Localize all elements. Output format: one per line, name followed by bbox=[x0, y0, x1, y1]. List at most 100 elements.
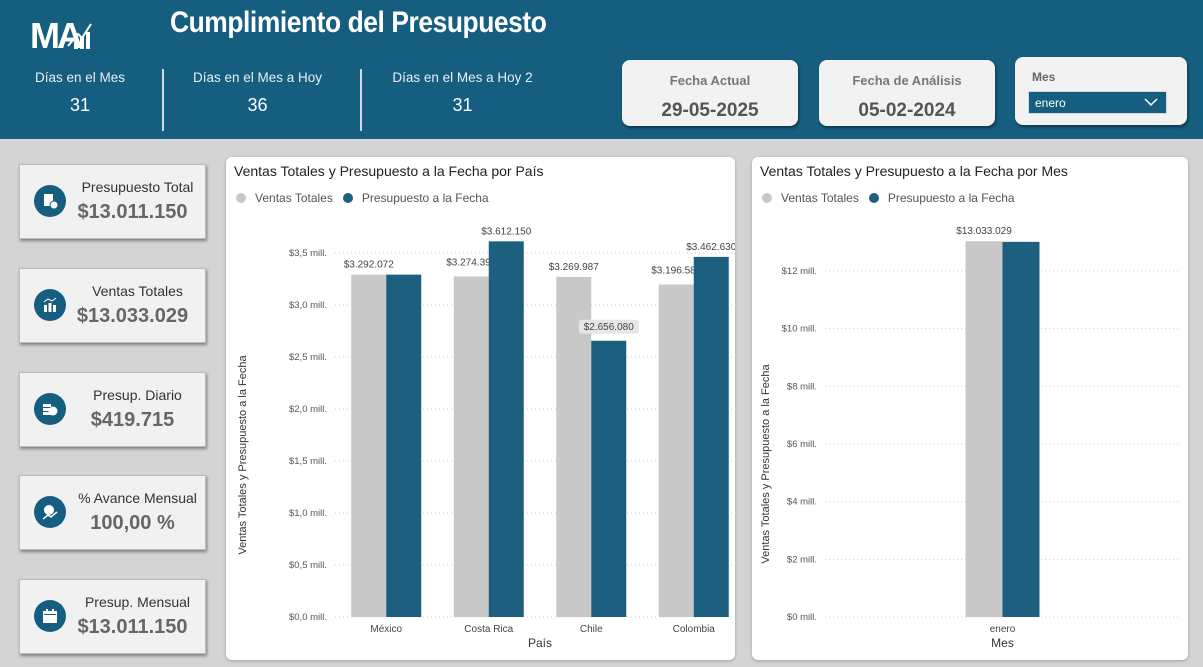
y-tick-label: $3,0 mill. bbox=[289, 300, 327, 311]
header: MA Cumplimiento del Presupuesto Días en … bbox=[0, 0, 1203, 139]
kpi-label: Ventas Totales bbox=[92, 283, 183, 299]
data-label: $3.462.630 bbox=[686, 242, 735, 253]
y-tick-label: $0 mill. bbox=[787, 612, 817, 623]
stat-value: 31 bbox=[69, 95, 91, 115]
legend-label: Ventas Totales bbox=[255, 191, 333, 205]
y-axis-title: Ventas Totales y Presupuesto a la Fecha bbox=[237, 355, 249, 555]
bar-chart-pais: $0,0 mill. $0,5 mill. $1,0 mill. $1,5 mill.… bbox=[237, 226, 735, 650]
stat-label: Días en el Mes bbox=[34, 70, 126, 85]
chart-title: Ventas Totales y Presupuesto a la Fecha … bbox=[760, 163, 1068, 179]
bar-chart-mes: $0 mill. $2 mill. $4 mill. $6 mill. $8 mill.… bbox=[760, 226, 1180, 650]
stat-label: Días en el Mes a Hoy bbox=[192, 70, 323, 85]
page-title: Cumplimiento del Presupuesto bbox=[170, 6, 547, 39]
x-tick-label: Chile bbox=[580, 624, 603, 635]
y-tick-label: $3,5 mill. bbox=[289, 248, 327, 259]
kpi-label: Presup. Mensual bbox=[84, 594, 191, 610]
stat-dias-hoy-2: Días en el Mes a Hoy 2 31 bbox=[375, 70, 550, 116]
data-label: $13.033.029 bbox=[956, 226, 1012, 237]
y-axis-title: Ventas Totales y Presupuesto a la Fecha bbox=[760, 364, 772, 564]
chart-legend: Ventas Totales Presupuesto a la Fecha bbox=[762, 191, 1015, 205]
x-axis-title: País bbox=[528, 636, 552, 650]
chart-legend: Ventas Totales Presupuesto a la Fecha bbox=[236, 191, 489, 205]
bar-presupuesto bbox=[591, 340, 627, 617]
data-label: $3.269.987 bbox=[549, 262, 599, 273]
bar-presupuesto bbox=[1002, 241, 1040, 617]
fecha-actual-card: Fecha Actual 29-05-2025 bbox=[622, 60, 798, 126]
y-tick-label: $1,5 mill. bbox=[289, 456, 327, 467]
bar-chart-icon bbox=[34, 289, 66, 321]
legend-label: Presupuesto a la Fecha bbox=[887, 191, 1015, 205]
x-tick-label: enero bbox=[990, 624, 1016, 635]
legend-dot-presupuesto bbox=[342, 193, 353, 203]
calculator-money-icon bbox=[34, 185, 66, 217]
data-label: $3.612.150 bbox=[481, 226, 531, 237]
y-tick-label: $12 mill. bbox=[782, 266, 817, 277]
stat-label: Días en el Mes a Hoy 2 bbox=[392, 70, 533, 85]
legend-dot-presupuesto bbox=[868, 193, 879, 203]
divider bbox=[162, 69, 164, 131]
x-tick-label: Colombia bbox=[673, 624, 716, 635]
legend-dot-ventas bbox=[762, 193, 772, 203]
kpi-presup-diario: Presup. Diario $419.715 bbox=[19, 372, 206, 447]
kpi-presupuesto-total: Presupuesto Total $13.011.150 bbox=[19, 164, 206, 239]
data-label: $2.656.080 bbox=[584, 322, 634, 333]
kpi-value: 100,00 % bbox=[90, 512, 175, 534]
legend-dot-ventas bbox=[236, 193, 246, 203]
fecha-analisis-card: Fecha de Análisis 05-02-2024 bbox=[819, 60, 995, 126]
bar-ventas bbox=[658, 284, 694, 617]
stat-dias-hoy: Días en el Mes a Hoy 36 bbox=[180, 70, 335, 116]
divider bbox=[360, 69, 362, 131]
x-tick-label: Costa Rica bbox=[464, 624, 513, 635]
y-tick-label: $2,5 mill. bbox=[289, 352, 327, 363]
kpi-label: Presupuesto Total bbox=[81, 179, 194, 195]
bar-presupuesto bbox=[386, 274, 422, 617]
data-label: $3.292.072 bbox=[344, 260, 394, 271]
legend-label: Ventas Totales bbox=[781, 191, 859, 205]
kpi-label: Presup. Diario bbox=[93, 387, 182, 403]
y-tick-label: $8 mill. bbox=[787, 381, 817, 392]
x-axis-title: Mes bbox=[991, 636, 1014, 650]
kpi-value: $13.011.150 bbox=[77, 616, 188, 638]
fecha-analisis-label: Fecha de Análisis bbox=[852, 73, 962, 88]
data-label: $3.274.391 bbox=[446, 257, 496, 268]
y-tick-label: $6 mill. bbox=[787, 439, 817, 450]
kpi-avance-mensual: % Avance Mensual 100,00 % bbox=[19, 475, 206, 550]
kpi-presup-mensual: Presup. Mensual $13.011.150 bbox=[19, 579, 206, 654]
bar-presupuesto bbox=[693, 256, 729, 617]
kpi-label: % Avance Mensual bbox=[78, 490, 197, 506]
kpi-value: $13.033.029 bbox=[76, 305, 189, 327]
coins-icon bbox=[34, 393, 66, 425]
mes-slicer: Mes enero bbox=[1015, 57, 1187, 125]
chevron-down-icon bbox=[1144, 98, 1158, 107]
calendar-icon bbox=[34, 600, 66, 632]
y-tick-label: $2 mill. bbox=[787, 554, 817, 565]
y-tick-label: $2,0 mill. bbox=[289, 404, 327, 415]
bar-ventas bbox=[965, 241, 1003, 617]
data-label-bg bbox=[578, 319, 639, 334]
logo: MA bbox=[30, 15, 92, 52]
data-label: $3.196.580 bbox=[651, 266, 701, 277]
kpi-value: $13.011.150 bbox=[77, 201, 188, 223]
bar-presupuesto bbox=[488, 241, 524, 617]
stat-value: 36 bbox=[247, 95, 268, 115]
money-growth-icon bbox=[34, 496, 66, 528]
y-tick-label: $0,0 mill. bbox=[289, 612, 327, 623]
y-tick-label: $0,5 mill. bbox=[289, 560, 327, 571]
x-tick-label: México bbox=[370, 624, 402, 635]
chart-panel-mes: Ventas Totales y Presupuesto a la Fecha … bbox=[752, 157, 1188, 660]
mes-dropdown[interactable]: enero bbox=[1028, 91, 1167, 114]
chart-panel-pais: Ventas Totales y Presupuesto a la Fecha … bbox=[226, 157, 735, 660]
bar-ventas bbox=[453, 276, 489, 617]
chart-title: Ventas Totales y Presupuesto a la Fecha … bbox=[234, 163, 544, 179]
stat-value: 31 bbox=[452, 95, 473, 115]
fecha-actual-label: Fecha Actual bbox=[669, 73, 751, 88]
legend-label: Presupuesto a la Fecha bbox=[361, 191, 489, 205]
bar-ventas bbox=[351, 274, 387, 617]
mes-selected-value: enero bbox=[1035, 96, 1066, 110]
y-tick-label: $4 mill. bbox=[787, 497, 817, 508]
stat-dias-mes: Días en el Mes 31 bbox=[20, 70, 140, 116]
fecha-actual-value: 29-05-2025 bbox=[661, 100, 759, 121]
fecha-analisis-value: 05-02-2024 bbox=[858, 100, 956, 121]
y-tick-label: $10 mill. bbox=[782, 324, 817, 335]
y-tick-label: $1,0 mill. bbox=[289, 508, 327, 519]
